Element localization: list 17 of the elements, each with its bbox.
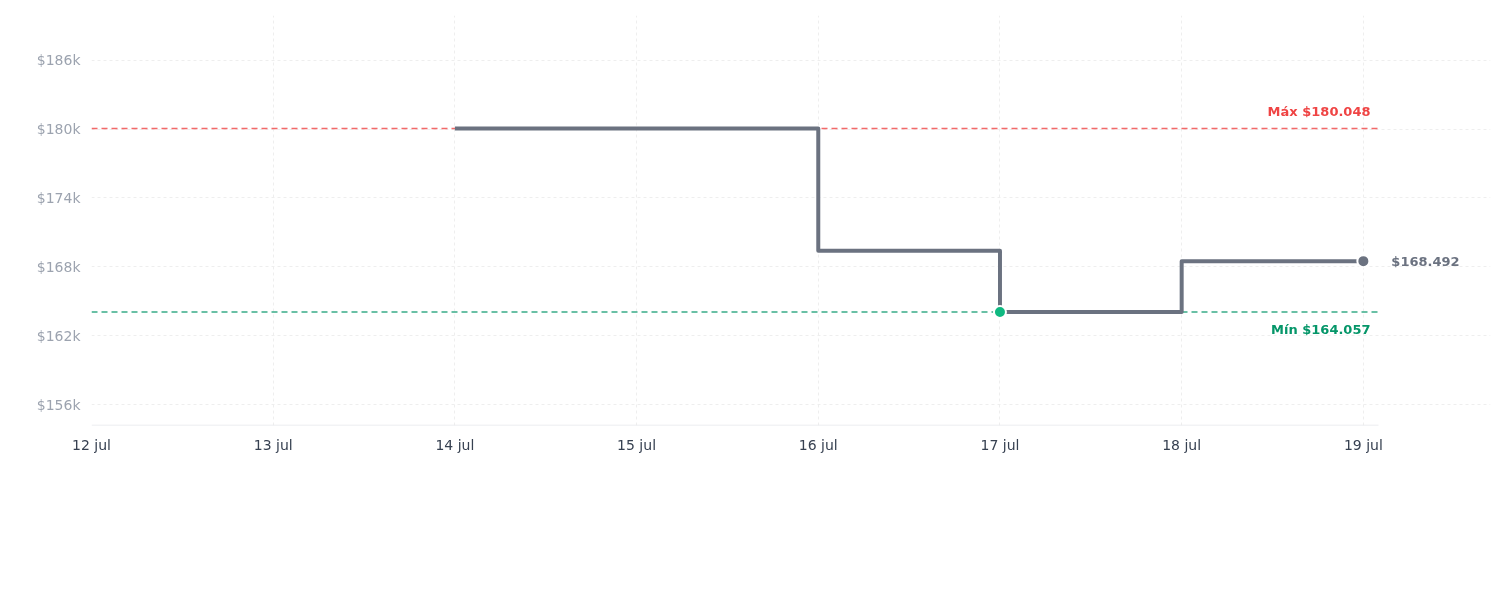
y-tick-label: $162k xyxy=(36,327,82,344)
x-tick-label: 15 jul xyxy=(617,436,657,453)
x-tick-label: 12 jul xyxy=(72,436,111,453)
x-tick-label: 19 jul xyxy=(1343,436,1383,453)
ref-line-label: Máx $180.048 xyxy=(1267,103,1371,119)
x-tick-label: 14 jul xyxy=(435,436,475,453)
x-tick-label: 18 jul xyxy=(1162,436,1202,453)
y-tick-label: $186k xyxy=(36,52,82,69)
y-tick-label: $180k xyxy=(36,121,82,138)
y-tick-label: $156k xyxy=(36,396,82,413)
x-tick-label: 17 jul xyxy=(980,436,1020,453)
ref-line-label: Mín $164.057 xyxy=(1271,322,1371,338)
x-tick-label: 13 jul xyxy=(253,436,293,453)
y-tick-label: $174k xyxy=(36,189,82,206)
x-tick-label: 16 jul xyxy=(798,436,838,453)
y-tick-label: $168k xyxy=(36,258,82,275)
annotation: $168.492 xyxy=(1391,253,1460,269)
